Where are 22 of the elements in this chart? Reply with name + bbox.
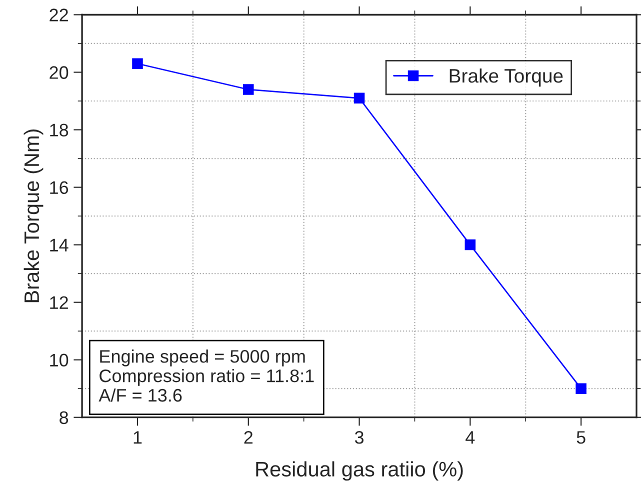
y-tick-label: 12 <box>50 296 68 309</box>
x-tick-label: 5 <box>576 431 586 444</box>
y-tick-label: 10 <box>50 354 68 367</box>
point <box>464 239 476 250</box>
point <box>243 84 254 95</box>
legend-label: Brake Torque <box>450 68 563 87</box>
y-tick-label: 18 <box>50 124 68 136</box>
point <box>576 383 586 394</box>
x-tick-label: 3 <box>354 431 364 444</box>
y-axis-title: Brake Torque (Nm) <box>24 130 44 302</box>
y-tick-label: 8 <box>60 411 68 424</box>
x-axis-title: Residual gas ratiio (%) <box>256 461 463 481</box>
annotation: Engine speed = 5000 rpm Compression ratio = 11.8:1 A/F = 13.6 <box>98 350 314 402</box>
x-tick-label: 4 <box>466 431 475 444</box>
point <box>132 58 143 69</box>
point <box>354 92 365 104</box>
y-tick-label: 22 <box>50 8 68 22</box>
y-tick-label: 16 <box>50 181 68 194</box>
x-tick-label: 2 <box>244 431 252 444</box>
y-tick-label: 20 <box>50 66 68 79</box>
y-tick-label: 14 <box>50 238 68 252</box>
x-tick-label: 1 <box>134 431 142 444</box>
